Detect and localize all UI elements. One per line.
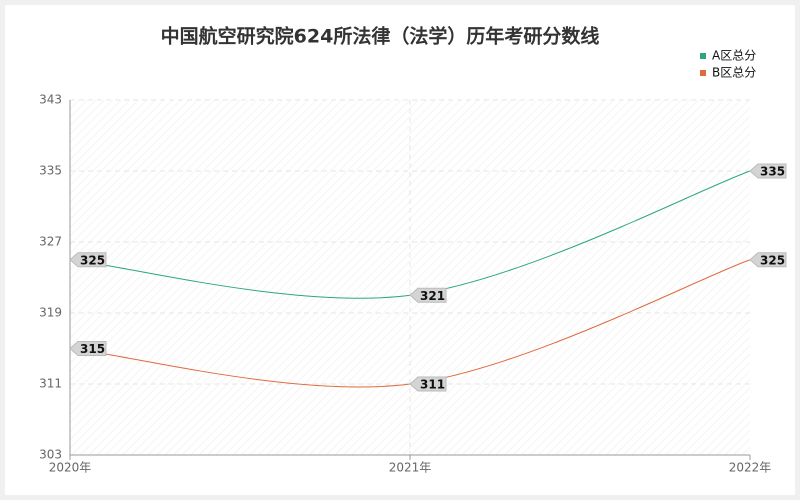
y-tick-label: 311: [39, 377, 62, 391]
chart-title: 中国航空研究院624所法律（法学）历年考研分数线: [161, 25, 600, 48]
value-tag: [69, 252, 107, 268]
legend-label: B区总分: [712, 66, 756, 80]
y-tick-label: 303: [39, 448, 62, 462]
value-label: 315: [80, 342, 105, 356]
value-tag: [409, 287, 447, 303]
value-label: 335: [760, 165, 785, 179]
plot-area: [70, 100, 750, 455]
value-tag: [749, 163, 787, 179]
value-label: 325: [80, 253, 105, 267]
x-tick-label: 2022年: [729, 461, 772, 475]
value-tag: [69, 341, 107, 356]
value-label: 325: [760, 253, 785, 267]
y-tick-label: 343: [39, 93, 62, 107]
y-tick-label: 319: [39, 306, 62, 320]
y-tick-label: 335: [39, 164, 62, 178]
legend-box: [690, 44, 775, 84]
value-tag: [749, 252, 787, 268]
legend-swatch: [700, 53, 706, 59]
value-tag: [409, 376, 447, 392]
legend-label: A区总分: [712, 49, 756, 63]
x-tick-label: 2020年: [49, 461, 92, 475]
value-label: 321: [420, 289, 445, 303]
legend-swatch: [700, 70, 706, 76]
value-label: 311: [420, 378, 445, 392]
y-tick-label: 327: [39, 235, 62, 249]
x-tick-label: 2021年: [389, 461, 432, 475]
